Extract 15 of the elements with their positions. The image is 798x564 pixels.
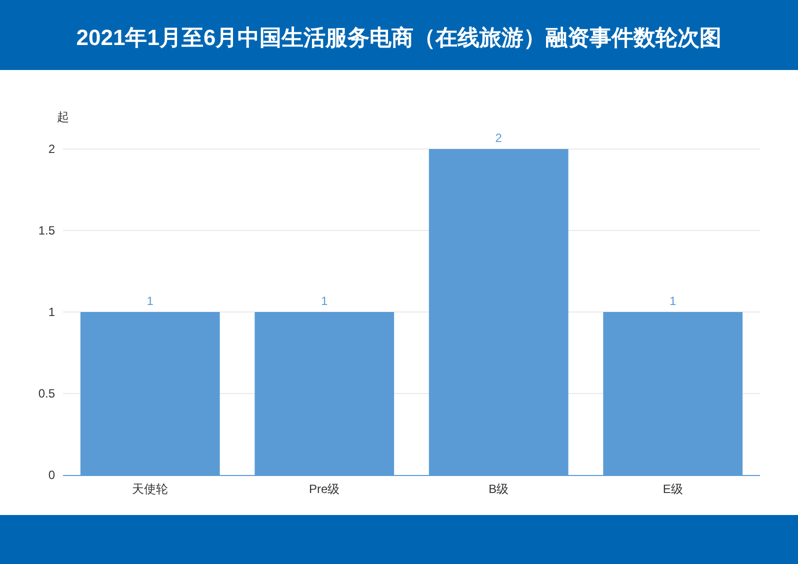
y-axis-title: 起 [57,110,69,124]
x-tick-label: E级 [662,482,683,496]
y-tick-label: 2 [48,142,56,156]
y-tick-label: 0 [48,468,56,482]
y-tick-label: 1.5 [38,224,56,238]
x-tick-label: Pre级 [309,482,340,496]
data-label: 2 [495,131,502,145]
data-label: 1 [146,294,154,308]
y-tick-label: 0.5 [38,386,56,400]
x-tick-label: 天使轮 [132,482,168,496]
data-label: 1 [321,294,328,308]
y-tick-label: 1 [48,305,56,319]
x-tick-label: B级 [488,482,509,496]
chart-title: 2021年1月至6月中国生活服务电商（在线旅游）融资事件数轮次图 [76,25,722,50]
data-label: 1 [670,294,677,308]
